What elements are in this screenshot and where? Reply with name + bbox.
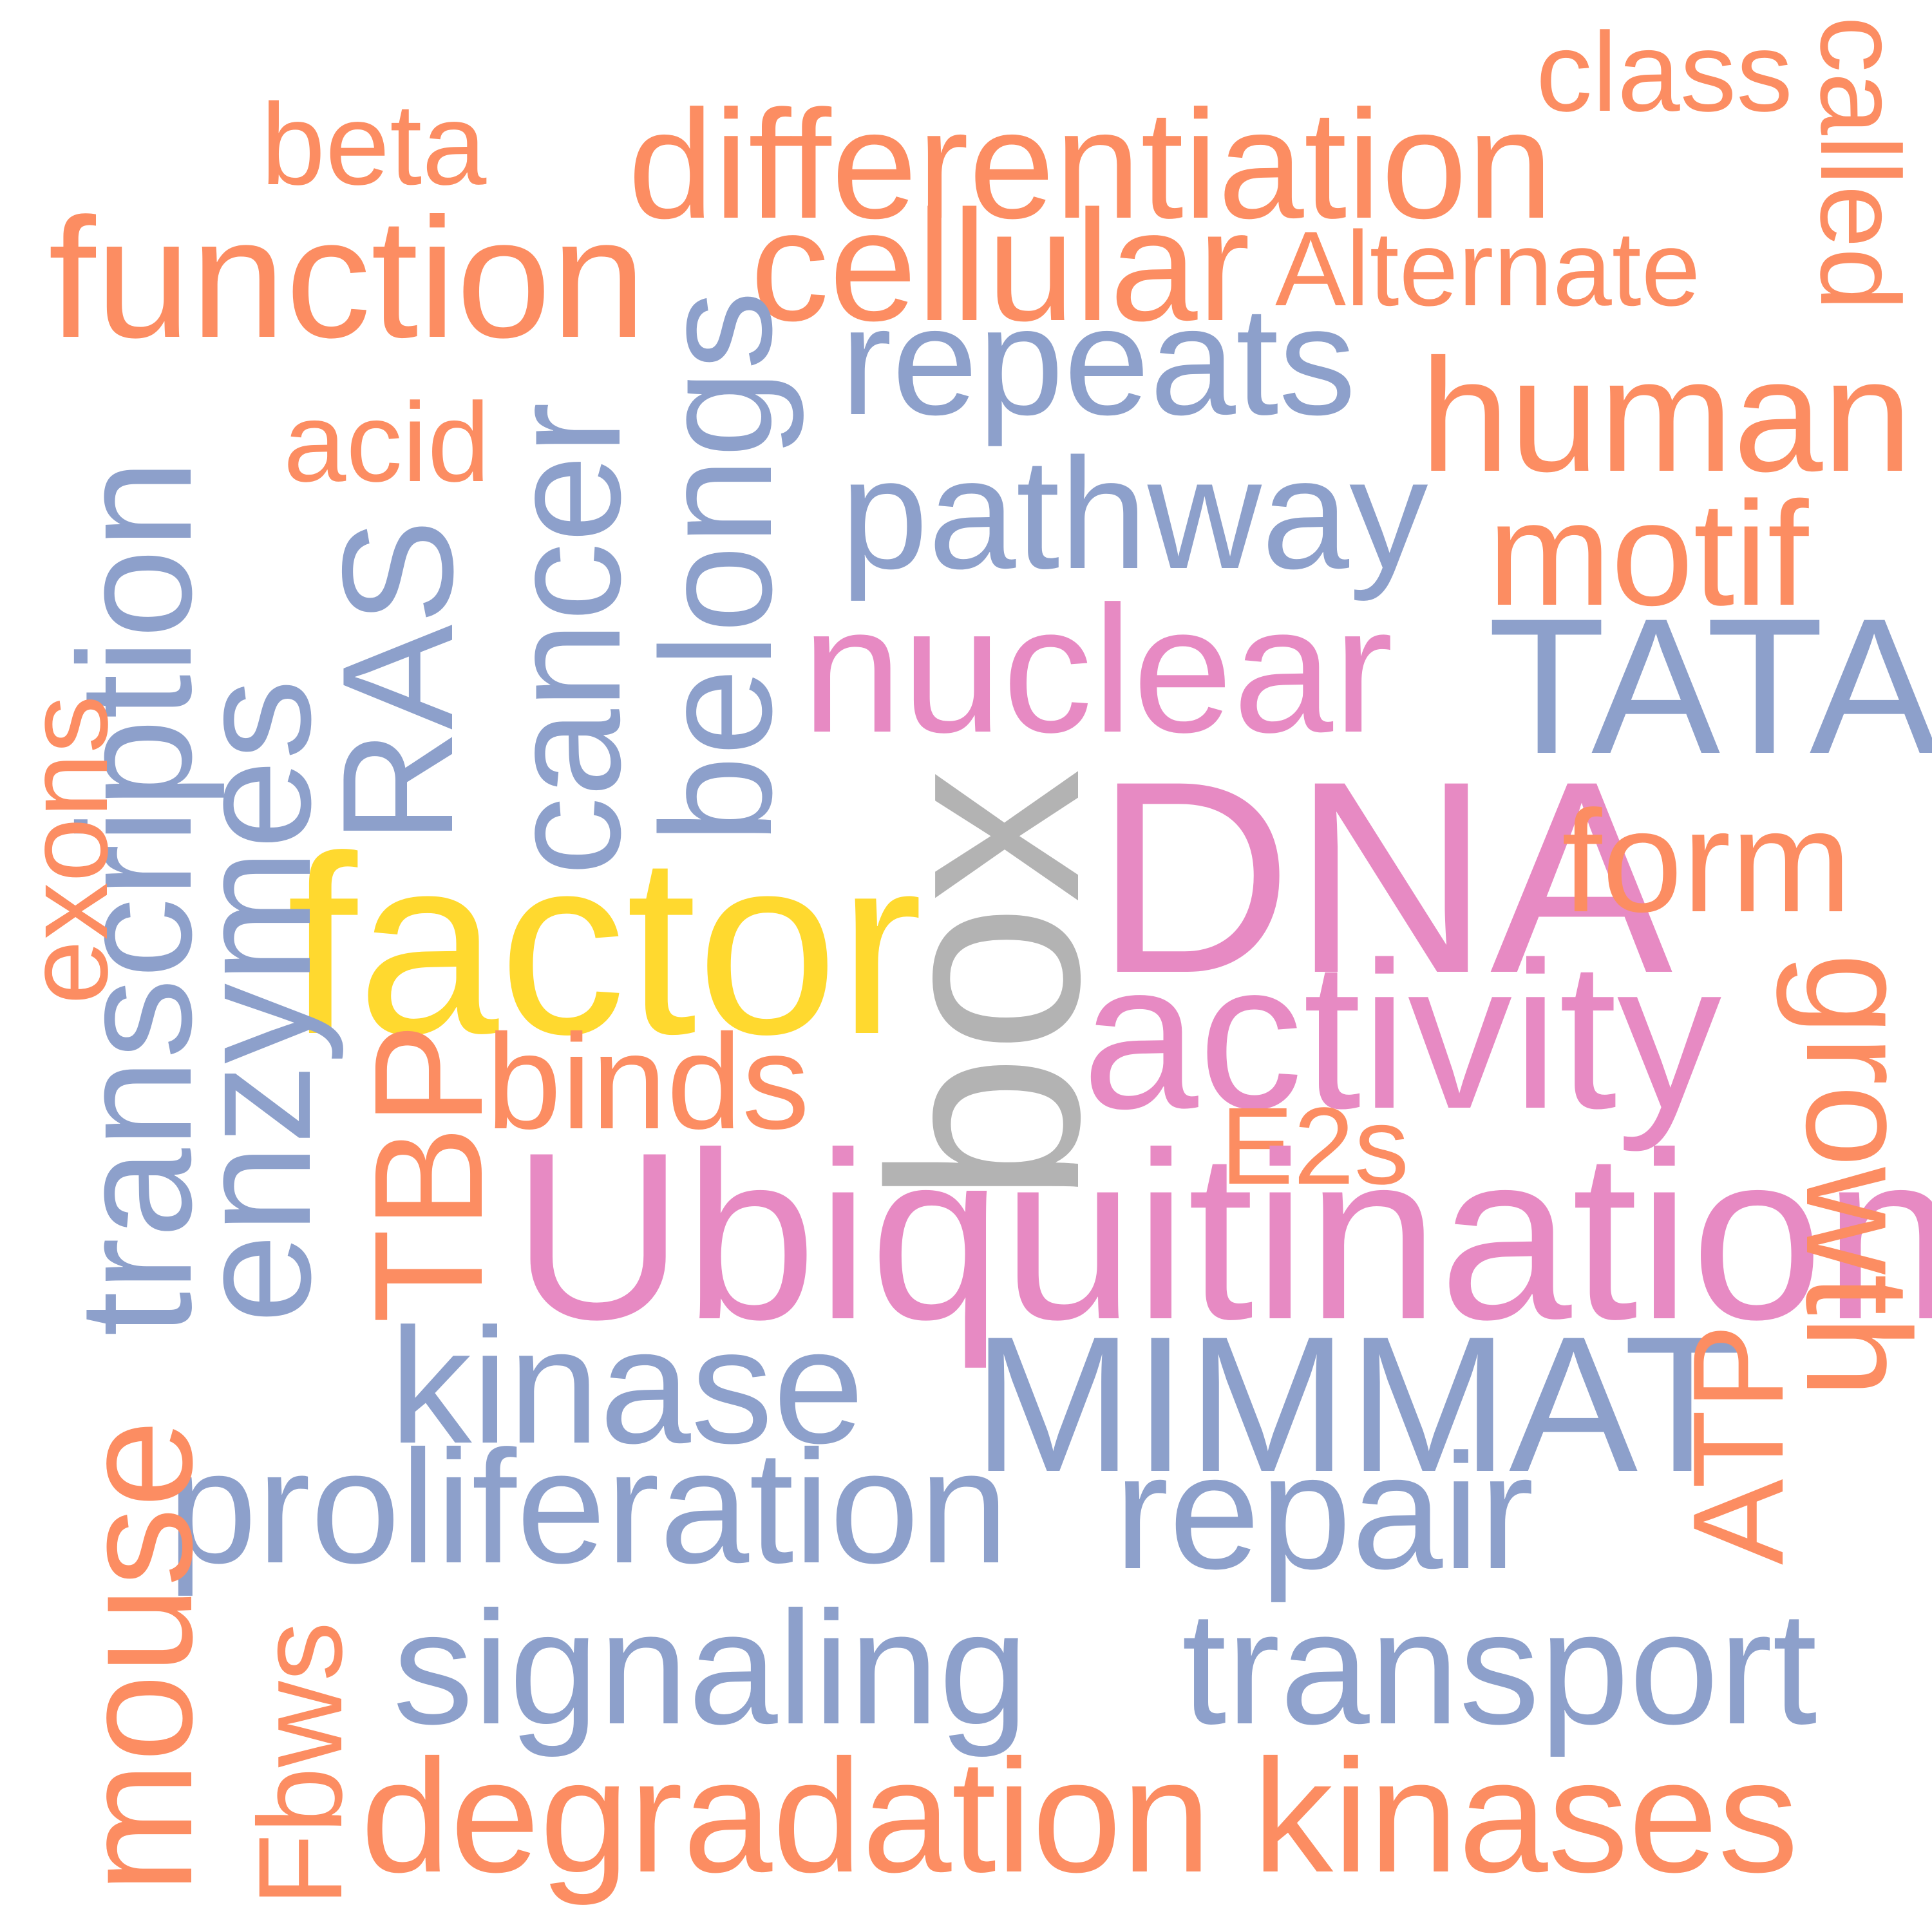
word-human: human — [1420, 325, 1913, 505]
word-repeats: repeats — [840, 274, 1356, 447]
word-called: called — [1797, 16, 1922, 311]
word-function: function — [48, 183, 647, 374]
word-growth: growth — [1776, 953, 1932, 1398]
word-proliferation: proliferation — [167, 1417, 1009, 1596]
word-repair: repair — [1114, 1420, 1534, 1604]
word-exons: exons — [3, 695, 132, 1005]
word-kinases: kinases — [1253, 1726, 1799, 1906]
word-e2s: E2s — [1220, 1085, 1409, 1208]
word-tbp: TBP — [342, 1023, 515, 1323]
word-degradation: degradation — [361, 1726, 1211, 1906]
word-tata: TATA — [1488, 578, 1932, 794]
word-ubiquitination: Ubiquitination — [512, 1103, 1932, 1369]
word-belongs: belongs — [628, 290, 804, 844]
word-motif: motif — [1488, 471, 1809, 636]
word-activity: activity — [1082, 918, 1722, 1152]
word-form: form — [1562, 780, 1852, 942]
word-cancer: cancer — [477, 402, 653, 876]
word-nuclear: nuclear — [802, 569, 1394, 770]
word-kinase: kinase — [390, 1294, 865, 1478]
word-pathway: pathway — [840, 425, 1428, 601]
word-ras: RAS — [309, 519, 486, 844]
word-beta: beta — [261, 80, 487, 209]
word-mouse: mouse — [48, 1419, 225, 1893]
word-class: class — [1536, 10, 1793, 135]
word-acid: acid — [283, 380, 491, 506]
word-alternate: Alternate — [1275, 209, 1701, 328]
word-cellular: cellular — [750, 177, 1251, 354]
word-binds: binds — [486, 1006, 810, 1157]
word-signaling: signaling — [393, 1578, 1028, 1757]
word-differentiation: differentiation — [628, 78, 1553, 251]
word-dna: DNA — [1095, 724, 1673, 1030]
word-transport: transport — [1182, 1578, 1817, 1757]
word-mimmat: MIMMAT — [972, 1296, 1742, 1512]
word-box: box — [834, 768, 1136, 1204]
word-fbws: Fbws — [234, 1622, 367, 1906]
word-factor: factor — [287, 802, 923, 1087]
